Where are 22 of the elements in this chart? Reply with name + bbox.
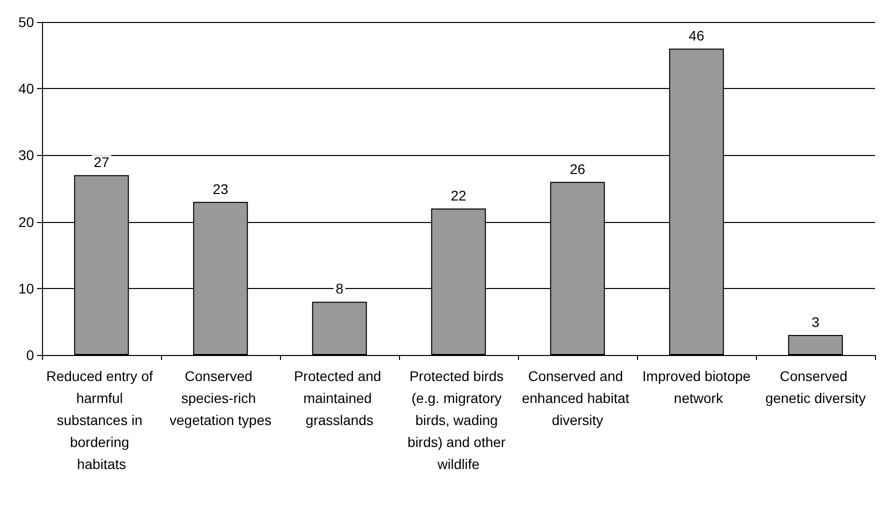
x-tick-label: Conserved and enhanced habitat diversity — [522, 368, 634, 428]
x-tick-label: Conserved genetic diversity — [765, 368, 866, 406]
data-label: 26 — [570, 160, 586, 177]
data-label: 27 — [94, 154, 110, 170]
y-tick-label: 0 — [26, 347, 34, 363]
x-tick-label: Conserved species-rich vegetation types — [170, 368, 272, 428]
bar — [312, 302, 367, 355]
data-label: 46 — [688, 28, 704, 44]
data-label: 3 — [812, 314, 820, 330]
bar — [788, 335, 843, 355]
x-tick-label: Improved biotope network — [642, 368, 751, 406]
x-tick-label: Protected and maintained grasslands — [294, 368, 386, 428]
y-tick-label: 10 — [18, 280, 34, 296]
y-tick-label: 30 — [18, 147, 34, 164]
data-label: 8 — [336, 280, 344, 297]
data-label: 23 — [212, 180, 228, 197]
x-tick-label: Reduced entry of harmful substances in bordering habitats — [46, 368, 157, 472]
x-tick-label: Protected birds (e.g. migratory birds, wading birds) and other wildlife — [408, 368, 510, 472]
data-label: 22 — [450, 187, 466, 204]
y-tick-label: 20 — [18, 214, 34, 230]
y-tick-label: 40 — [18, 80, 34, 97]
y-tick-label: 50 — [18, 14, 34, 30]
